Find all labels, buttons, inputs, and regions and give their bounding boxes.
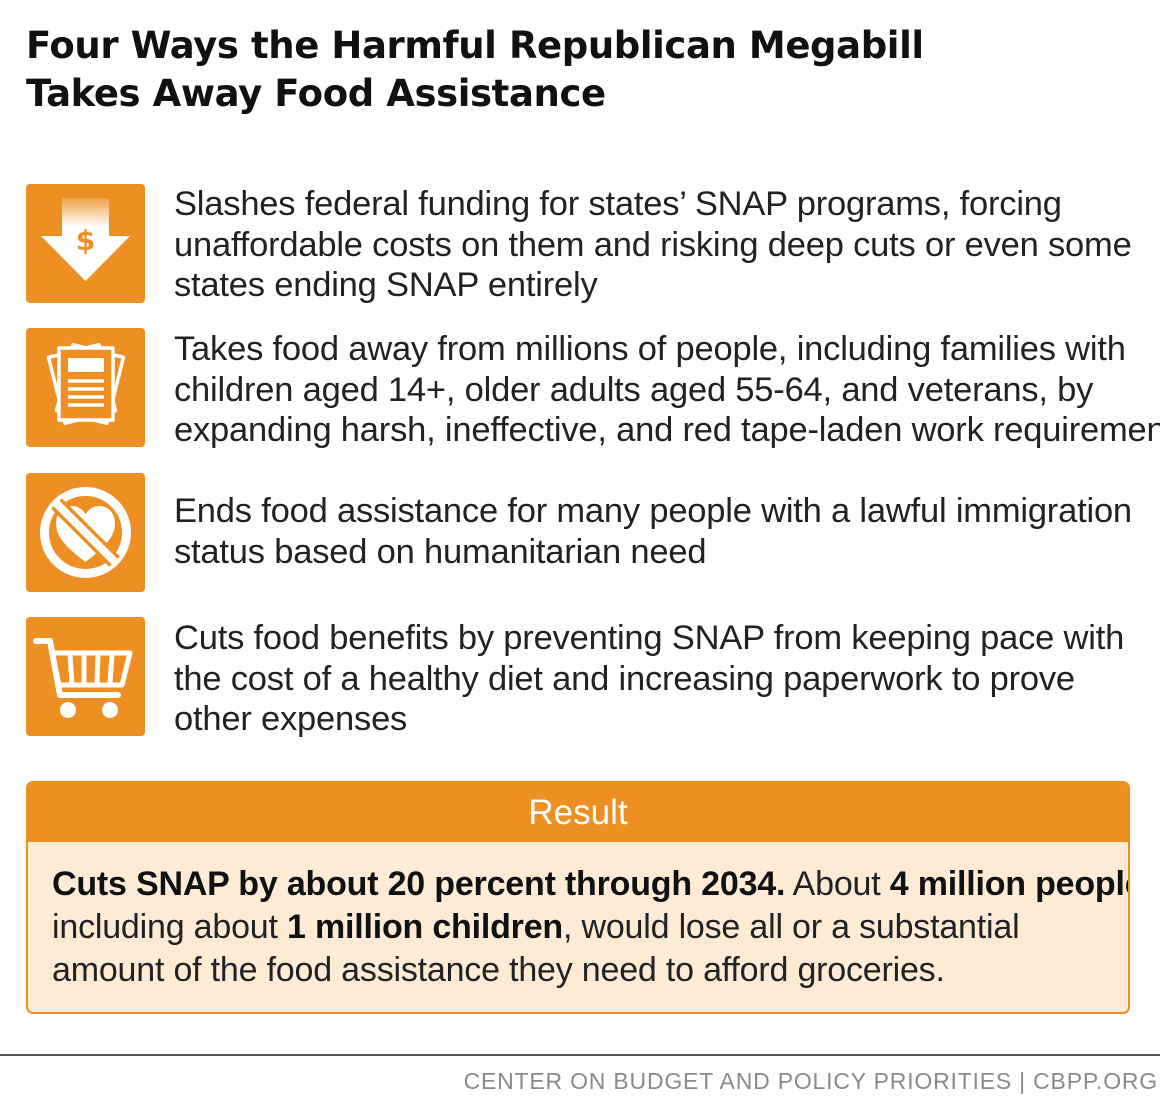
item-line: status based on humanitarian need [174,532,707,571]
funding-cut-icon: $ [26,184,145,303]
list-item-immigration: Ends food assistance for many people wit… [26,473,1146,593]
svg-text:$: $ [76,224,95,257]
result-body: Cuts SNAP by about 20 percent through 20… [52,863,1128,992]
footer-divider [0,1054,1160,1056]
list-item-funding-cut: $ Slashes federal funding for states’ SN… [26,184,1146,304]
item-text: Takes food away from millions of people,… [174,329,1160,451]
item-line: expanding harsh, ineffective, and red ta… [174,411,1160,449]
item-line: Ends food assistance for many people wit… [174,492,1132,530]
title-line-2: Takes Away Food Assistance [26,72,606,115]
result-line-1: Cuts SNAP by about 20 percent through 20… [52,863,1128,906]
result-line-2: including about 1 million children, woul… [52,906,1112,949]
paperwork-icon [26,328,145,447]
title-line-1: Four Ways the Harmful Republican Megabil… [26,24,924,67]
list-item-work-requirements: Takes food away from millions of people,… [26,328,1160,451]
result-bold-text: 1 million children [286,908,563,946]
result-header: Result [28,783,1128,842]
shopping-cart-icon [26,617,145,736]
item-line: Takes food away from millions of people,… [174,330,1126,368]
item-line: children aged 14+, older adults aged 55-… [174,370,1094,409]
item-line: unaffordable costs on them and risking d… [174,225,1132,264]
footer-source: CENTER ON BUDGET AND POLICY PRIORITIES |… [463,1068,1158,1094]
item-line: Cuts food benefits by preventing SNAP fr… [174,619,1125,657]
result-text: , would lose all or a substantial [563,908,1020,946]
result-text: About [785,865,890,903]
item-line: other expenses [174,700,408,738]
result-bold-text: Cuts SNAP by about 20 percent through 20… [52,865,786,903]
result-text: including about [52,908,287,946]
result-bold-text: 4 million people [889,865,1130,903]
result-box: Result Cuts SNAP by about 20 percent thr… [26,781,1130,1014]
result-line-3: amount of the food assistance they need … [52,951,945,989]
list-item-benefit-cut: Cuts food benefits by preventing SNAP fr… [26,617,1149,740]
item-line: Slashes federal funding for states’ SNAP… [174,185,1062,223]
item-line: states ending SNAP entirely [174,266,598,304]
no-heart-icon [26,473,145,592]
item-text: Slashes federal funding for states’ SNAP… [174,184,1149,306]
item-text: Cuts food benefits by preventing SNAP fr… [174,618,1149,740]
item-text: Ends food assistance for many people wit… [174,491,1149,572]
page-title: Four Ways the Harmful Republican Megabil… [26,22,1126,118]
item-line: the cost of a healthy diet and increasin… [174,659,1075,698]
